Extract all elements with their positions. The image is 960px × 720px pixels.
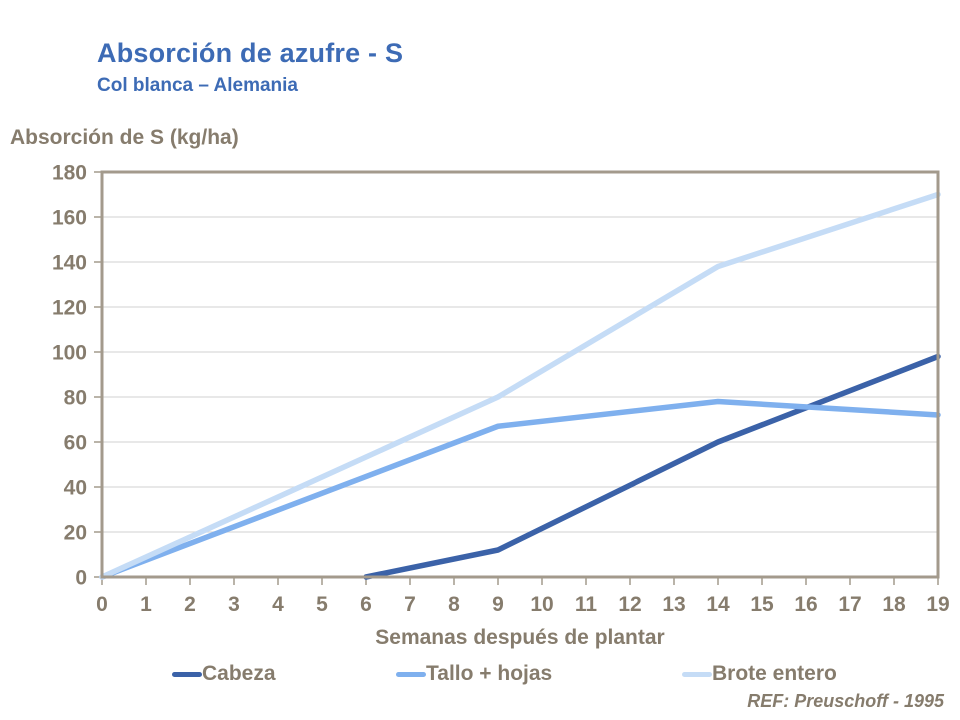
series-line-brote-entero bbox=[99, 191, 941, 580]
page-subtitle: Col blanca – Alemania bbox=[97, 75, 298, 96]
x-tick-label: 5 bbox=[316, 593, 328, 616]
x-tick-label: 14 bbox=[706, 593, 730, 616]
x-tick-label: 11 bbox=[575, 593, 598, 616]
x-tick-label: 7 bbox=[404, 593, 416, 616]
y-tick-label: 0 bbox=[75, 566, 87, 589]
legend-label-brote-entero: Brote entero bbox=[712, 662, 837, 685]
chart-legend: Cabeza Tallo + hojas Brote entero bbox=[0, 662, 960, 686]
legend-swatch-brote-entero bbox=[682, 671, 712, 677]
legend-label-cabeza: Cabeza bbox=[202, 662, 276, 685]
x-tick-label: 9 bbox=[492, 593, 504, 616]
x-tick-label: 19 bbox=[926, 593, 949, 616]
x-tick-label: 6 bbox=[360, 593, 372, 616]
x-axis-title: Semanas después de plantar bbox=[375, 626, 665, 649]
x-tick-label: 0 bbox=[96, 593, 108, 616]
y-tick-label: 40 bbox=[64, 476, 87, 499]
y-tick-label: 140 bbox=[52, 251, 87, 274]
legend-label-tallo-hojas: Tallo + hojas bbox=[426, 662, 553, 685]
x-tick-label: 18 bbox=[882, 593, 906, 616]
legend-swatch-cabeza bbox=[172, 671, 202, 677]
y-tick-label: 120 bbox=[52, 296, 87, 319]
y-axis-title: Absorción de S (kg/ha) bbox=[10, 126, 239, 149]
x-tick-label: 13 bbox=[662, 593, 685, 616]
x-tick-label: 3 bbox=[228, 593, 240, 616]
y-tick-label: 160 bbox=[52, 206, 87, 229]
x-tick-label: 10 bbox=[530, 593, 553, 616]
legend-item-brote-entero: Brote entero bbox=[682, 662, 837, 686]
title-block: Absorción de azufre - S Col blanca – Ale… bbox=[97, 38, 403, 97]
y-tick-label: 100 bbox=[52, 341, 87, 364]
legend-item-tallo-hojas: Tallo + hojas bbox=[396, 662, 552, 686]
plot-border bbox=[100, 170, 940, 579]
x-tick-label: 15 bbox=[750, 593, 774, 616]
x-tick-label: 4 bbox=[272, 593, 284, 616]
y-tick-label: 60 bbox=[64, 431, 87, 454]
page-title: Absorción de azufre - S bbox=[97, 38, 404, 68]
series-line-tallo-hojas bbox=[99, 398, 941, 580]
y-tick-label: 80 bbox=[64, 386, 87, 409]
legend-swatch-tallo-hojas bbox=[396, 671, 426, 677]
series-line-cabeza bbox=[363, 353, 941, 580]
legend-item-cabeza: Cabeza bbox=[172, 662, 276, 686]
reference-text: REF: Preuschoff - 1995 bbox=[747, 691, 944, 711]
x-tick-label: 8 bbox=[448, 593, 460, 616]
x-tick-label: 2 bbox=[184, 593, 196, 616]
x-tick-label: 16 bbox=[794, 593, 817, 616]
y-tick-label: 180 bbox=[52, 161, 87, 184]
x-tick-label: 1 bbox=[140, 593, 152, 616]
x-tick-label: 17 bbox=[838, 593, 861, 616]
x-tick-label: 12 bbox=[618, 593, 641, 616]
y-tick-label: 20 bbox=[64, 521, 87, 544]
